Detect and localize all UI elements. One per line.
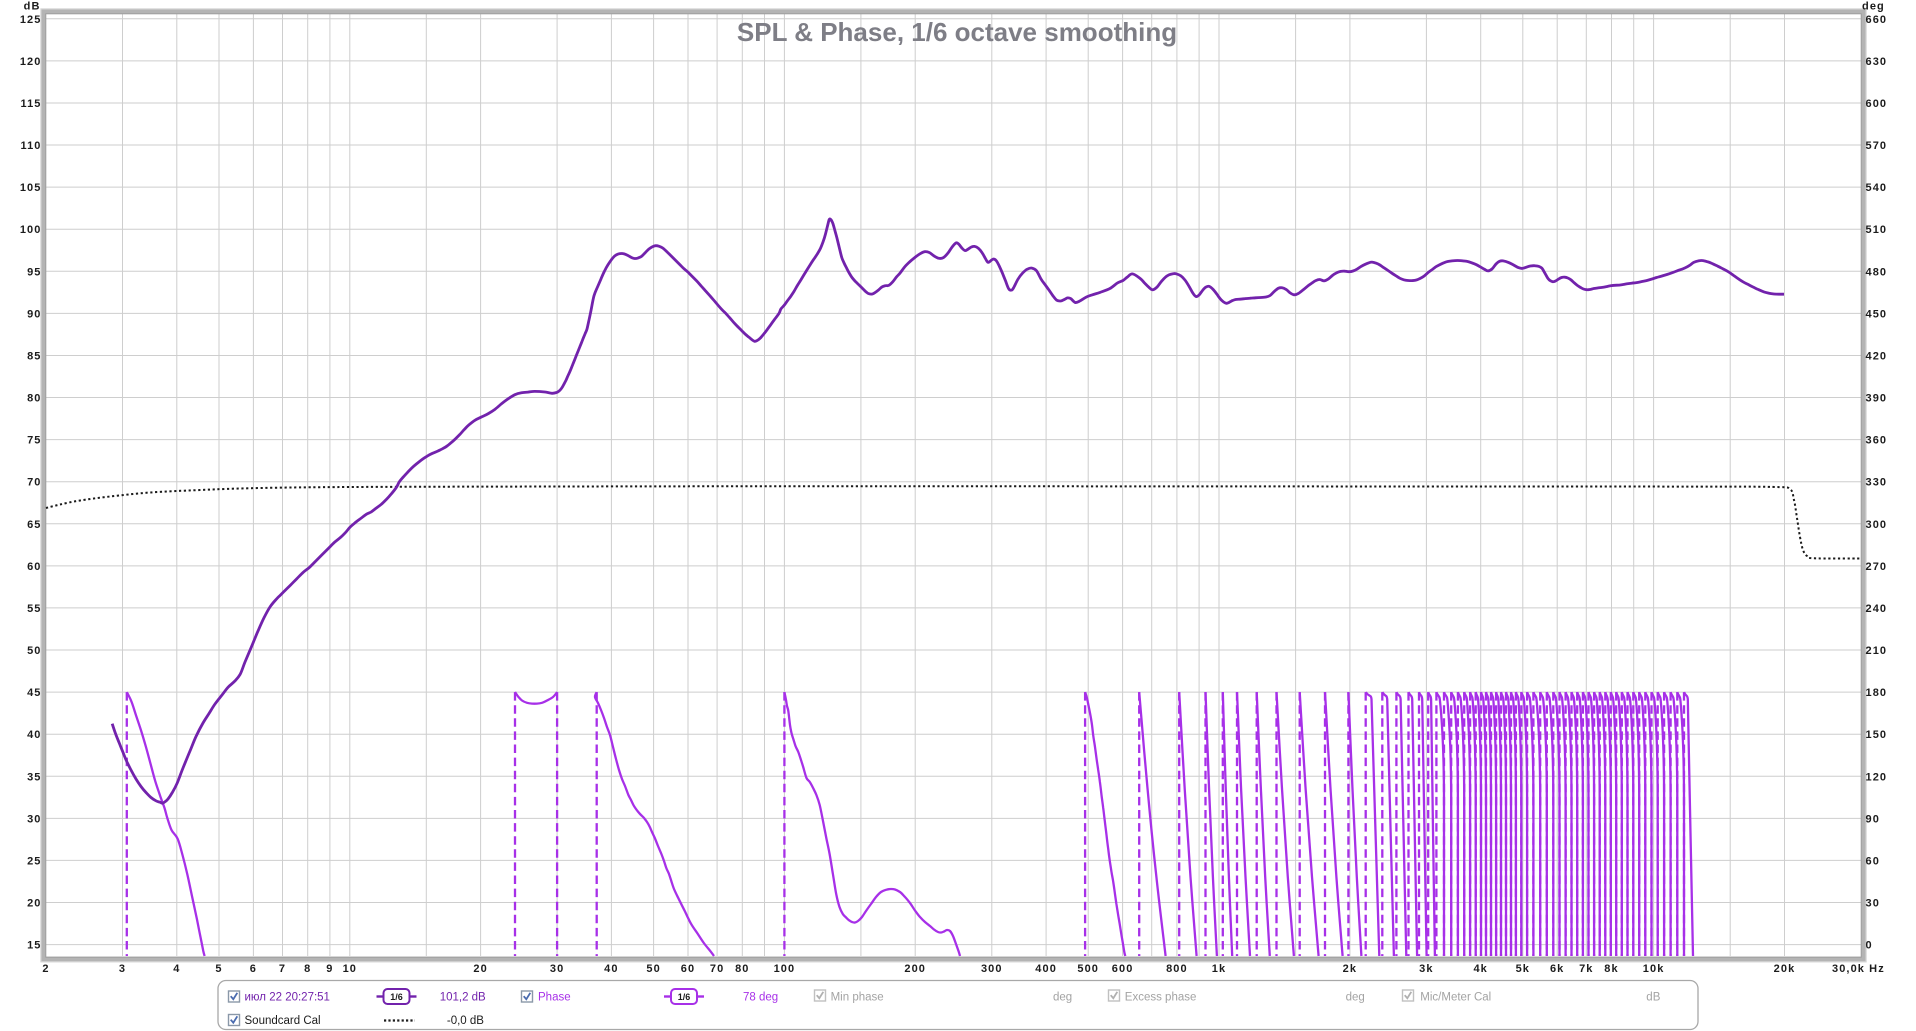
svg-text:1/6: 1/6 [678,992,691,1002]
svg-text:55: 55 [27,603,41,615]
svg-text:Phase: Phase [538,992,571,1004]
svg-text:5: 5 [215,963,222,975]
svg-text:7: 7 [279,963,286,975]
svg-text:3k: 3k [1419,963,1433,975]
svg-text:1/6: 1/6 [390,992,403,1002]
svg-text:deg: deg [1346,992,1365,1004]
svg-text:100: 100 [774,963,796,975]
svg-text:240: 240 [1866,603,1888,615]
svg-text:390: 390 [1866,393,1888,405]
svg-text:210: 210 [1866,645,1888,657]
svg-text:2k: 2k [1343,963,1357,975]
svg-text:10: 10 [343,963,357,975]
svg-text:400: 400 [1035,963,1057,975]
svg-text:10k: 10k [1643,963,1665,975]
svg-text:7k: 7k [1579,963,1593,975]
svg-text:30: 30 [1866,898,1880,910]
svg-text:200: 200 [904,963,926,975]
svg-text:Mic/Meter Cal: Mic/Meter Cal [1420,992,1491,1004]
svg-text:dB: dB [24,1,41,13]
svg-text:800: 800 [1166,963,1188,975]
svg-text:июл 22 20:27:51: июл 22 20:27:51 [245,992,330,1004]
svg-text:125: 125 [20,14,42,26]
svg-text:70: 70 [710,963,724,975]
svg-text:20: 20 [473,963,487,975]
svg-text:35: 35 [27,771,41,783]
svg-text:110: 110 [20,140,41,152]
svg-text:85: 85 [27,351,41,363]
svg-text:90: 90 [27,308,41,320]
svg-text:20k: 20k [1774,963,1796,975]
svg-text:510: 510 [1866,224,1888,236]
svg-text:Min phase: Min phase [831,992,884,1004]
svg-text:deg: deg [1862,1,1885,13]
svg-text:30: 30 [27,813,41,825]
svg-text:-0,0 dB: -0,0 dB [447,1015,484,1027]
svg-text:120: 120 [20,56,42,68]
svg-text:0: 0 [1866,940,1873,952]
svg-text:60: 60 [681,963,695,975]
svg-text:8k: 8k [1604,963,1618,975]
svg-text:270: 270 [1866,561,1888,573]
svg-text:360: 360 [1866,435,1888,447]
svg-text:60: 60 [27,561,41,573]
svg-text:80: 80 [27,393,41,405]
svg-text:180: 180 [1866,687,1888,699]
svg-text:deg: deg [1053,992,1072,1004]
svg-text:95: 95 [27,266,41,278]
svg-text:90: 90 [1866,813,1880,825]
svg-text:660: 660 [1866,14,1888,26]
svg-text:70: 70 [27,477,41,489]
svg-text:300: 300 [981,963,1003,975]
svg-text:630: 630 [1866,56,1888,68]
svg-text:25: 25 [27,855,41,867]
svg-text:480: 480 [1866,266,1888,278]
svg-text:40: 40 [604,963,618,975]
svg-text:570: 570 [1866,140,1888,152]
svg-text:dB: dB [1646,992,1660,1004]
svg-text:80: 80 [735,963,749,975]
svg-text:600: 600 [1866,98,1888,110]
svg-text:450: 450 [1866,308,1888,320]
svg-text:5k: 5k [1516,963,1530,975]
svg-text:50: 50 [27,645,41,657]
svg-text:120: 120 [1866,771,1888,783]
svg-text:500: 500 [1077,963,1099,975]
svg-text:600: 600 [1112,963,1134,975]
svg-text:9: 9 [326,963,333,975]
svg-text:4: 4 [173,963,180,975]
svg-text:150: 150 [1866,729,1888,741]
svg-text:30,0k Hz: 30,0k Hz [1832,963,1885,975]
svg-text:Excess phase: Excess phase [1125,992,1197,1004]
svg-text:8: 8 [304,963,311,975]
svg-text:3: 3 [119,963,126,975]
svg-text:540: 540 [1866,182,1888,194]
svg-text:65: 65 [27,519,41,531]
svg-text:15: 15 [27,940,41,952]
svg-text:45: 45 [27,687,41,699]
svg-text:420: 420 [1866,351,1888,363]
svg-text:60: 60 [1866,855,1880,867]
svg-text:115: 115 [20,98,41,110]
svg-text:78 deg: 78 deg [743,992,778,1004]
svg-text:1k: 1k [1212,963,1226,975]
svg-text:50: 50 [646,963,660,975]
svg-text:6: 6 [250,963,257,975]
svg-text:4k: 4k [1473,963,1487,975]
svg-text:SPL & Phase, 1/6 octave smooth: SPL & Phase, 1/6 octave smoothing [737,17,1177,47]
svg-text:100: 100 [20,224,42,236]
svg-text:105: 105 [20,182,42,194]
svg-text:40: 40 [27,729,41,741]
svg-text:20: 20 [27,898,41,910]
svg-text:30: 30 [550,963,564,975]
svg-text:101,2 dB: 101,2 dB [440,992,486,1004]
svg-text:75: 75 [27,435,41,447]
svg-text:300: 300 [1866,519,1888,531]
svg-text:Soundcard Cal: Soundcard Cal [245,1015,321,1027]
svg-text:330: 330 [1866,477,1888,489]
svg-text:6k: 6k [1550,963,1564,975]
svg-text:2: 2 [42,963,49,975]
